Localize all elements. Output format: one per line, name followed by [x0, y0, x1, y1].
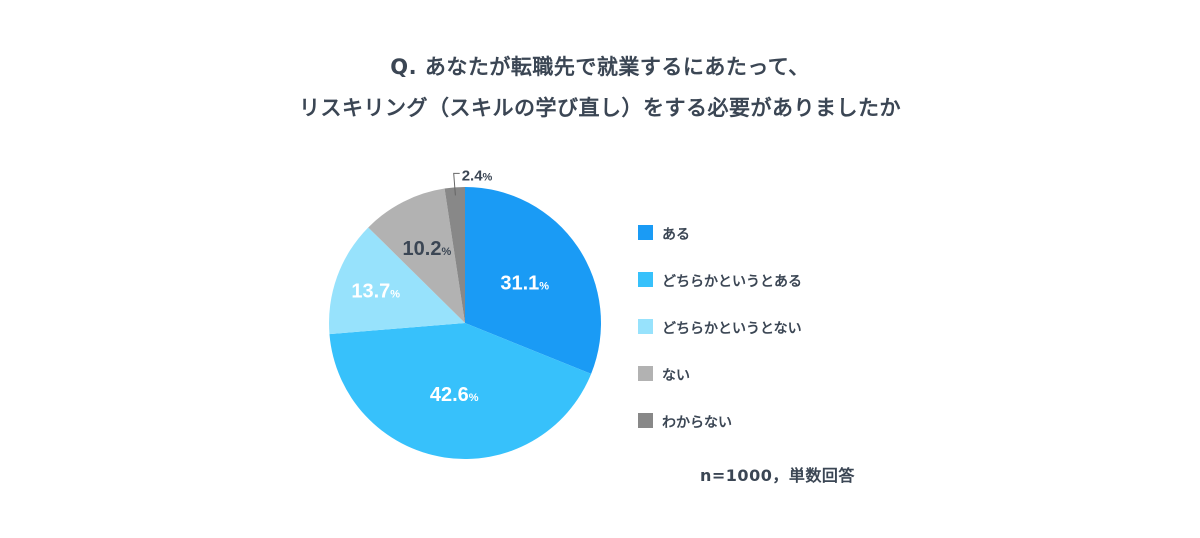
legend-label-1: ある [662, 227, 690, 243]
data-label-3: 13.7% [351, 281, 400, 303]
legend-swatch-4 [638, 366, 653, 381]
legend-label-5: わからない [662, 415, 732, 431]
legend-swatch-5 [638, 413, 653, 428]
leader-line-5 [453, 172, 460, 196]
pie-slice-1 [465, 187, 601, 374]
data-label-5: 2.4% [462, 167, 493, 184]
sample-note: n=1000，単数回答 [700, 466, 855, 485]
legend-label-2: どちらかというとある [662, 274, 802, 290]
data-label-2: 42.6% [430, 384, 479, 406]
data-label-4: 10.2% [403, 238, 452, 260]
legend-swatch-3 [638, 319, 653, 334]
legend-label-3: どちらかというとない [662, 321, 802, 337]
pie-slice-3 [328, 227, 465, 335]
legend-swatch-1 [638, 225, 653, 240]
pie-slice-5 [444, 187, 465, 323]
chart-title-line-1: Q. あなたが転職先で就業するにあたって、 [390, 55, 810, 79]
legend-swatch-2 [638, 272, 653, 287]
legend-label-4: ない [662, 368, 690, 384]
pie-slice-2 [329, 323, 592, 460]
chart-title-line-2: リスキリング（スキルの学び直し）をする必要がありましたか [299, 96, 901, 120]
data-label-1: 31.1% [500, 273, 549, 295]
pie-slice-4 [368, 188, 465, 323]
